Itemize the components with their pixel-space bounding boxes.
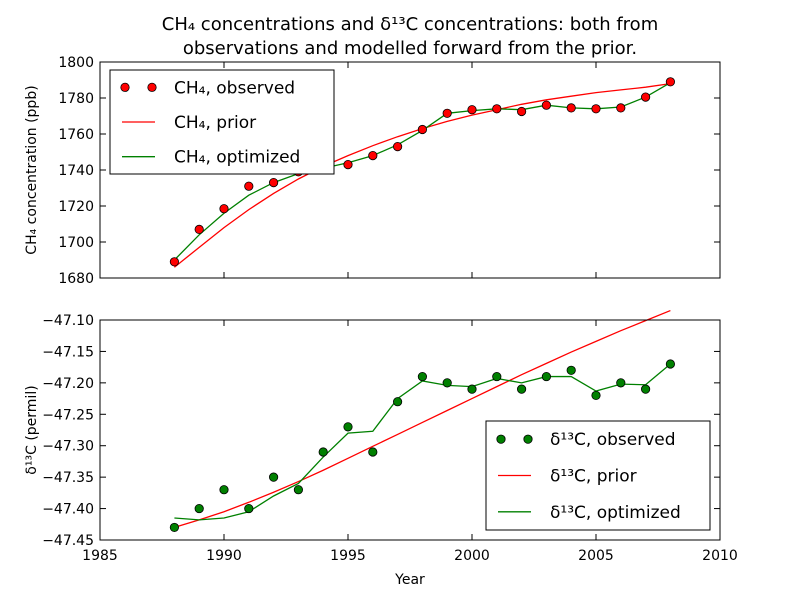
d13c-y-tick-label: −47.45 bbox=[42, 533, 94, 549]
d13c-data-point bbox=[368, 447, 378, 457]
d13c-legend-label: δ¹³C, observed bbox=[550, 430, 676, 450]
ch4-data-point bbox=[417, 124, 427, 135]
ch4-legend: CH₄, observed CH₄, prior CH₄, optimized bbox=[109, 69, 335, 175]
ch4-data-point bbox=[492, 104, 502, 114]
ch4-data-point bbox=[219, 204, 229, 214]
d13c-x-tick-label: 1990 bbox=[206, 548, 242, 564]
figure-title-line2: observations and modelled forward from t… bbox=[183, 38, 637, 59]
ch4-y-tick-label: 1760 bbox=[58, 127, 94, 143]
ch4-data-point bbox=[467, 105, 477, 115]
d13c-legend-label: δ¹³C, optimized bbox=[550, 503, 681, 523]
d13c-legend-label: δ¹³C, prior bbox=[550, 467, 637, 487]
ch4-y-tick-label: 1700 bbox=[58, 235, 94, 251]
d13c-y-tick-label: −47.15 bbox=[42, 344, 94, 360]
d13c-data-point bbox=[616, 378, 626, 388]
ch4-panel: 1680 1700 1720 1740 1760 1780 1800 CH₄ concentr… bbox=[24, 55, 721, 287]
d13c-data-point bbox=[541, 371, 552, 382]
ch4-data-point bbox=[640, 92, 651, 102]
d13c-data-point bbox=[665, 359, 676, 369]
ch4-legend-label: CH₄, optimized bbox=[174, 148, 300, 168]
ch4-data-point bbox=[268, 178, 279, 188]
ch4-y-tick-label: 1680 bbox=[58, 271, 94, 287]
d13c-panel: 1985 1990 1995 2000 2005 2010 −47.45 −47.40 −47.… bbox=[24, 309, 738, 588]
d13c-legend-marker bbox=[496, 434, 506, 444]
ch4-legend-label: CH₄, prior bbox=[174, 113, 256, 133]
ch4-data-point bbox=[566, 103, 576, 113]
ch4-y-tick-label: 1800 bbox=[58, 55, 94, 71]
d13c-legend: δ¹³C, observed δ¹³C, prior δ¹³C, optimized bbox=[485, 420, 711, 531]
ch4-data-point bbox=[169, 257, 179, 267]
d13c-data-point bbox=[591, 390, 601, 401]
d13c-x-axis-label: Year bbox=[394, 572, 425, 588]
d13c-x-tick-label: 2000 bbox=[454, 548, 490, 564]
d13c-x-tick-label: 2010 bbox=[702, 548, 738, 564]
d13c-data-point bbox=[169, 522, 179, 533]
d13c-x-tick-label: 2005 bbox=[578, 548, 614, 564]
ch4-y-tick-label: 1780 bbox=[58, 91, 94, 107]
d13c-y-tick-label: −47.35 bbox=[42, 470, 94, 486]
ch4-data-point bbox=[368, 151, 378, 161]
d13c-data-point bbox=[343, 422, 353, 432]
d13c-data-point bbox=[640, 384, 651, 394]
d13c-data-point bbox=[244, 503, 254, 514]
d13c-series-line-1 bbox=[174, 309, 671, 529]
ch4-data-point bbox=[541, 100, 552, 110]
ch4-data-point bbox=[244, 181, 254, 191]
ch4-data-point bbox=[591, 104, 601, 114]
d13c-x-tick-label: 1985 bbox=[82, 548, 118, 564]
d13c-y-tick-label: −47.20 bbox=[42, 376, 94, 392]
d13c-data-point bbox=[268, 472, 279, 482]
d13c-y-tick-label: −47.40 bbox=[42, 502, 94, 518]
d13c-data-point bbox=[516, 384, 527, 394]
ch4-y-tick-label: 1740 bbox=[58, 163, 94, 179]
d13c-data-point bbox=[566, 365, 576, 375]
ch4-data-point bbox=[392, 142, 403, 152]
d13c-data-point bbox=[492, 371, 502, 382]
ch4-legend-marker bbox=[120, 82, 130, 92]
d13c-data-point bbox=[219, 485, 229, 495]
ch4-data-point bbox=[665, 77, 676, 87]
d13c-y-tick-label: −47.30 bbox=[42, 439, 94, 455]
d13c-y-axis-label: δ¹³C (permil) bbox=[24, 385, 40, 474]
d13c-data-point bbox=[417, 371, 427, 382]
d13c-legend-marker bbox=[523, 434, 533, 444]
ch4-y-tick-label: 1720 bbox=[58, 199, 94, 215]
ch4-data-point bbox=[616, 103, 626, 113]
ch4-data-point bbox=[516, 106, 527, 117]
d13c-y-tick-label: −47.25 bbox=[42, 407, 94, 423]
d13c-data-point bbox=[442, 378, 452, 388]
ch4-legend-marker bbox=[147, 82, 157, 92]
ch4-data-point bbox=[442, 108, 452, 118]
d13c-data-point bbox=[392, 397, 403, 407]
figure-title-line1: CH₄ concentrations and δ¹³C concentratio… bbox=[162, 14, 658, 35]
ch4-legend-label: CH₄, observed bbox=[174, 78, 295, 98]
ch4-data-point bbox=[194, 224, 204, 234]
d13c-axes-frame bbox=[99, 319, 721, 541]
ch4-data-point bbox=[343, 160, 353, 170]
d13c-x-tick-label: 1995 bbox=[330, 548, 366, 564]
d13c-data-point bbox=[318, 447, 328, 457]
d13c-y-tick-label: −47.10 bbox=[42, 313, 94, 329]
d13c-data-point bbox=[467, 384, 477, 394]
d13c-data-point bbox=[194, 503, 204, 514]
d13c-data-point bbox=[293, 485, 303, 495]
ch4-y-axis-label: CH₄ concentration (ppb) bbox=[24, 85, 40, 254]
